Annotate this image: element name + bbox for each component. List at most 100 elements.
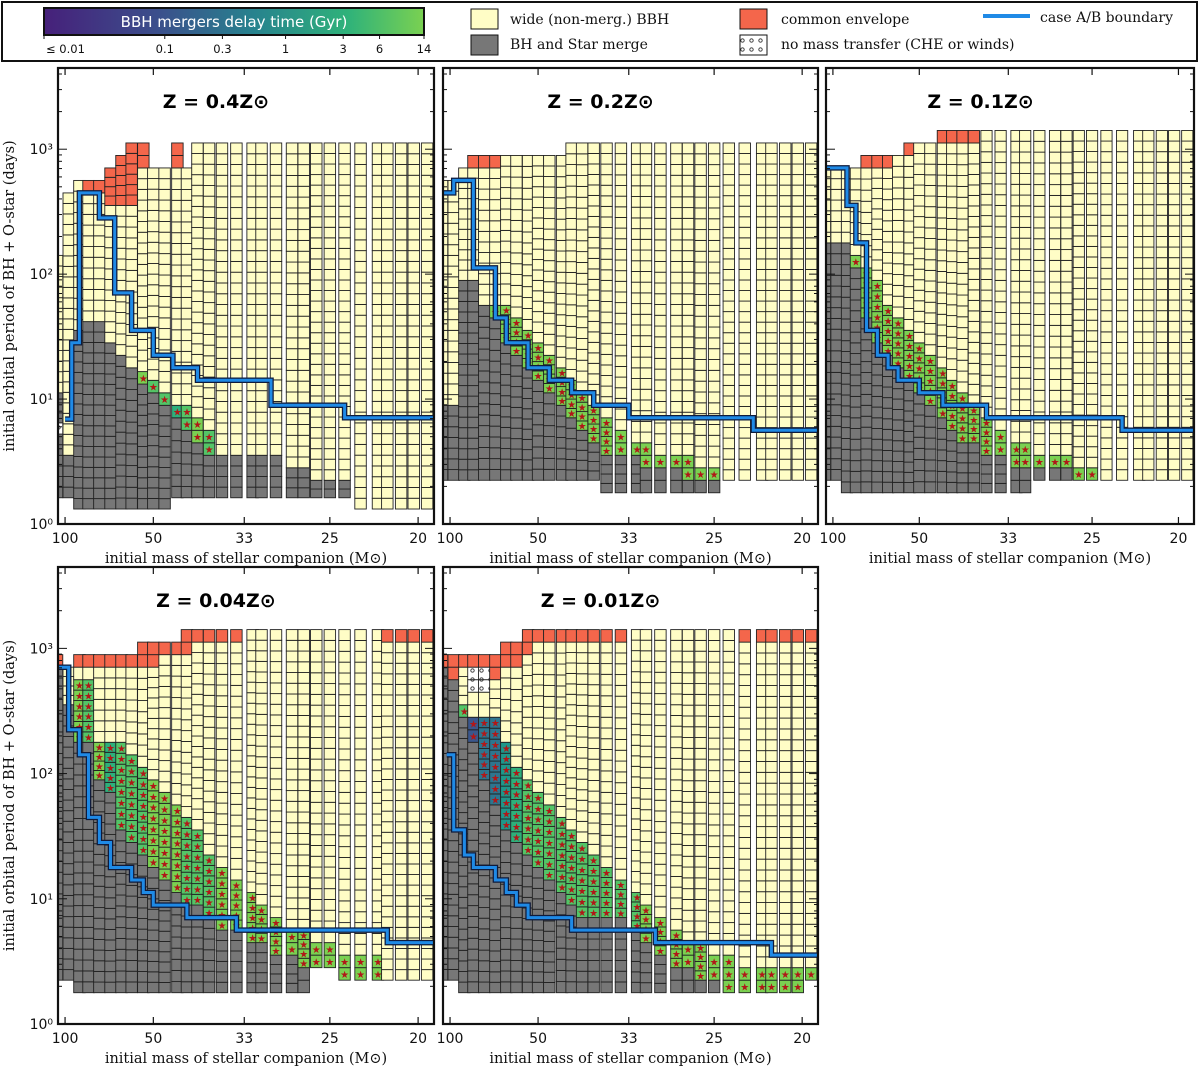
wide-cell bbox=[489, 698, 502, 709]
merge-cell bbox=[82, 926, 95, 939]
merger-star-icon: ★ bbox=[139, 824, 148, 835]
legend-swatch-wide bbox=[470, 8, 499, 30]
merge-cell bbox=[575, 469, 589, 481]
merger-star-icon: ★ bbox=[356, 970, 365, 981]
wide-cell bbox=[230, 793, 243, 805]
merge-cell bbox=[158, 446, 171, 458]
merger-star-icon: ★ bbox=[684, 470, 693, 481]
merge-cell bbox=[93, 383, 106, 395]
wide-cell bbox=[765, 269, 778, 281]
merge-cell bbox=[191, 959, 204, 972]
wide-cell bbox=[1086, 446, 1099, 458]
wide-cell bbox=[158, 317, 171, 330]
wide-cell bbox=[892, 187, 905, 200]
wide-cell bbox=[892, 241, 905, 254]
wide-cell bbox=[255, 196, 268, 209]
merger-star-icon: ★ bbox=[512, 347, 521, 358]
merge-cell bbox=[93, 960, 106, 972]
wide-cell bbox=[215, 824, 229, 836]
x-tick-label: 25 bbox=[321, 1031, 339, 1047]
merge-cell bbox=[467, 959, 480, 972]
wide-cell bbox=[285, 196, 299, 209]
wide-cell bbox=[614, 270, 628, 282]
merge-cell bbox=[860, 448, 873, 461]
wide-cell bbox=[394, 314, 408, 327]
merge-cell bbox=[147, 402, 160, 415]
merger-star-icon: ★ bbox=[299, 950, 308, 961]
wide-cell bbox=[297, 908, 310, 920]
wide-cell bbox=[354, 443, 367, 456]
ce-cell bbox=[180, 641, 194, 656]
wide-cell bbox=[707, 434, 721, 447]
merger-star-icon: ★ bbox=[173, 883, 182, 894]
merger-star-icon: ★ bbox=[139, 374, 148, 385]
wide-cell bbox=[1116, 130, 1129, 142]
ce-cell bbox=[125, 654, 138, 668]
wide-cell bbox=[420, 852, 434, 865]
merge-cell bbox=[202, 476, 216, 488]
wide-cell bbox=[310, 332, 323, 344]
merge-cell bbox=[849, 288, 862, 301]
wide-cell bbox=[147, 666, 160, 678]
wide-cell bbox=[230, 250, 243, 262]
wide-cell bbox=[804, 290, 818, 302]
wide-cell bbox=[946, 228, 959, 241]
wide-cell bbox=[1100, 299, 1113, 312]
wide-cell bbox=[158, 770, 171, 783]
wide-cell bbox=[394, 641, 408, 654]
wide-cell bbox=[1019, 248, 1032, 261]
merger-star-icon: ★ bbox=[602, 437, 611, 448]
wide-cell bbox=[531, 165, 545, 177]
wide-cell bbox=[765, 153, 778, 165]
ce-cell bbox=[230, 629, 243, 643]
wide-cell bbox=[285, 908, 299, 920]
wide-cell bbox=[407, 652, 420, 664]
merger-star-icon: ★ bbox=[193, 896, 202, 907]
wide-cell bbox=[255, 325, 268, 338]
wide-cell bbox=[1181, 320, 1194, 333]
wide-cell bbox=[575, 240, 589, 253]
wide-cell bbox=[394, 379, 408, 392]
wide-cell bbox=[1168, 331, 1181, 343]
wide-cell bbox=[1019, 356, 1032, 368]
wide-cell bbox=[980, 268, 993, 280]
wide-cell bbox=[849, 244, 862, 256]
wide-cell bbox=[670, 282, 683, 295]
merge-cell bbox=[104, 342, 117, 354]
wide-cell bbox=[381, 779, 394, 791]
merge-cell bbox=[255, 476, 268, 488]
wide-cell bbox=[230, 663, 243, 676]
wide-cell bbox=[285, 757, 299, 770]
merge-cell bbox=[892, 450, 905, 462]
wide-cell bbox=[1181, 183, 1194, 195]
wide-cell bbox=[158, 749, 171, 762]
wide-cell bbox=[980, 151, 993, 163]
merge-cell bbox=[467, 926, 480, 939]
wide-cell bbox=[694, 380, 707, 393]
wide-cell bbox=[946, 239, 959, 252]
wide-cell bbox=[1100, 384, 1113, 396]
wide-cell bbox=[323, 888, 337, 900]
legend-swatch-ce bbox=[739, 8, 768, 30]
wide-cell bbox=[478, 691, 491, 706]
wide-cell bbox=[994, 333, 1007, 346]
merge-cell bbox=[104, 939, 117, 951]
wide-cell bbox=[310, 791, 323, 803]
wide-cell bbox=[323, 226, 337, 239]
y-tick-label: 10⁰ bbox=[30, 517, 54, 533]
wide-cell bbox=[707, 196, 721, 209]
merge-cell bbox=[830, 469, 843, 481]
wide-cell bbox=[791, 205, 804, 218]
wide-cell bbox=[791, 342, 804, 355]
wide-cell bbox=[297, 629, 310, 641]
wide-cell bbox=[297, 693, 310, 706]
wide-cell bbox=[765, 395, 778, 407]
merge-cell bbox=[125, 367, 138, 380]
wide-cell bbox=[230, 868, 243, 881]
wide-cell bbox=[394, 443, 408, 456]
wide-cell bbox=[791, 448, 804, 460]
wide-cell bbox=[1142, 225, 1155, 237]
wide-cell bbox=[269, 185, 283, 198]
wide-cell bbox=[354, 174, 367, 187]
merge-cell bbox=[158, 487, 171, 500]
